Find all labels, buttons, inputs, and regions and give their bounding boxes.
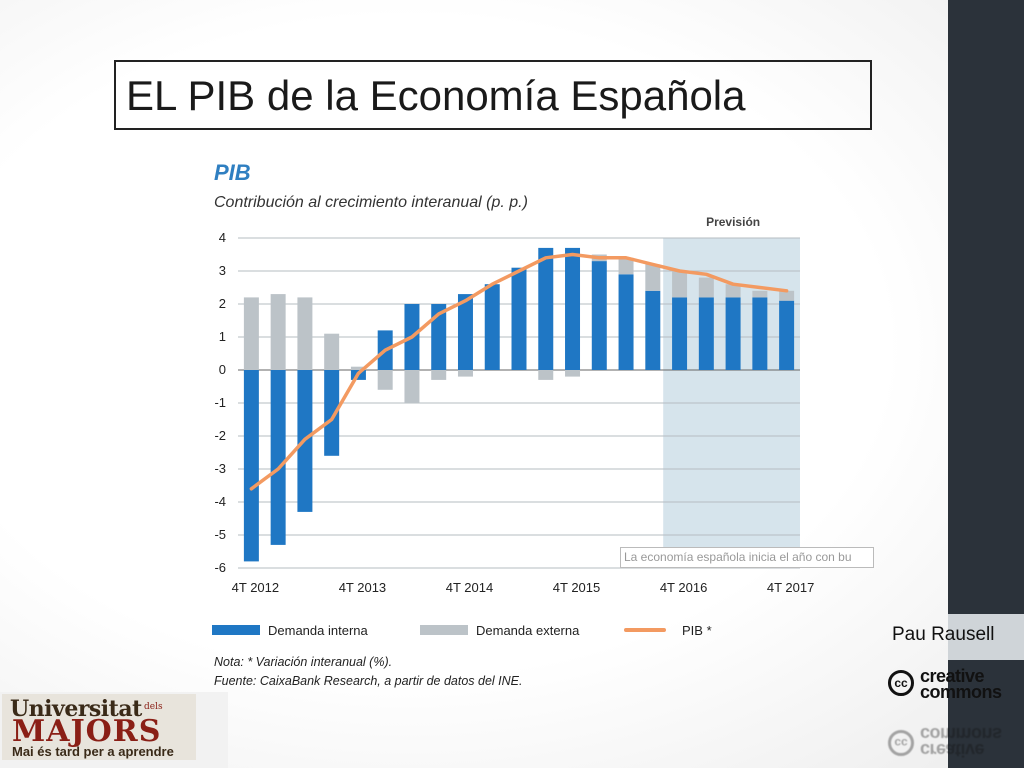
y-tick-label: -5 xyxy=(214,527,226,542)
bar-demanda-externa xyxy=(618,257,634,275)
bar-demanda-externa xyxy=(404,370,420,403)
title-frame xyxy=(114,60,872,130)
y-tick-label: 2 xyxy=(219,296,226,311)
creative-commons-logo: cc creative commons xyxy=(886,664,1024,704)
bar-demanda-interna xyxy=(324,370,340,456)
bar-demanda-externa xyxy=(672,271,688,298)
bar-demanda-externa xyxy=(324,333,340,370)
legend-label: Demanda interna xyxy=(268,623,368,638)
bar-demanda-interna xyxy=(618,274,634,370)
bar-demanda-externa xyxy=(243,297,259,370)
x-tick-label: 4T 2016 xyxy=(660,580,707,595)
cc-icon: cc xyxy=(888,670,914,696)
bar-demanda-interna xyxy=(457,294,473,370)
y-tick-label: 1 xyxy=(219,329,226,344)
universitat-majors-logo: Universitat dels MAJORS Mai és tard per … xyxy=(0,692,228,768)
cc-line1: creative xyxy=(920,666,985,686)
bar-demanda-interna xyxy=(672,297,688,370)
bar-demanda-externa xyxy=(457,370,473,377)
legend-label: Demanda externa xyxy=(476,623,580,638)
univ-line1: Universitat xyxy=(10,696,142,722)
bar-demanda-externa xyxy=(565,370,581,377)
bar-demanda-externa xyxy=(270,294,286,370)
univ-dels: dels xyxy=(144,702,163,712)
y-tick-label: -1 xyxy=(214,395,226,410)
hover-tooltip: La economía española inicia el año con b… xyxy=(620,547,874,568)
bar-demanda-interna xyxy=(484,284,500,370)
creative-commons-logo-reflection: cc creative commons xyxy=(886,722,1024,762)
bar-demanda-interna xyxy=(779,300,795,370)
bar-demanda-externa xyxy=(725,284,741,298)
line-pib xyxy=(249,252,789,491)
y-tick-label: 3 xyxy=(219,263,226,278)
bar-demanda-externa xyxy=(350,366,366,370)
bar-demanda-interna xyxy=(591,261,607,370)
bar-demanda-interna xyxy=(752,297,768,370)
chart-figure: Previsión 4 3 2 1 0 -1 -2 -3 -4 -5 -6 4T 2012 4T 2013… xyxy=(200,150,880,700)
legend-label: PIB * xyxy=(682,623,712,638)
univ-line2: MAJORS xyxy=(12,714,162,749)
bar-demanda-externa xyxy=(297,297,313,370)
cc-line2: commons xyxy=(920,682,1002,702)
cc-reflect-icon: cc xyxy=(888,730,914,756)
chart-title: PIB xyxy=(214,160,251,185)
bar-demanda-interna xyxy=(511,267,527,370)
x-tick-label: 4T 2014 xyxy=(446,580,493,595)
y-tick-label: -4 xyxy=(214,494,226,509)
y-tick-label: -2 xyxy=(214,428,226,443)
x-tick-label: 4T 2015 xyxy=(553,580,600,595)
bar-demanda-interna xyxy=(645,290,661,370)
sidebar-light-band xyxy=(948,614,1024,660)
x-tick-label: 4T 2017 xyxy=(767,580,814,595)
forecast-label: Previsión xyxy=(706,215,760,229)
author-name: Pau Rausell xyxy=(892,624,995,645)
y-tick-label: -3 xyxy=(214,461,226,476)
univ-logo-panel: Universitat dels MAJORS Mai és tard per … xyxy=(2,694,196,760)
x-tick-label: 4T 2012 xyxy=(232,580,279,595)
bar-demanda-interna xyxy=(725,297,741,370)
chart-plot: Previsión 4 3 2 1 0 -1 -2 -3 -4 -5 -6 4T 2012 4T 2013… xyxy=(212,215,814,638)
chart-source: Fuente: CaixaBank Research, a partir de … xyxy=(214,674,523,688)
bar-demanda-interna xyxy=(431,304,447,370)
bar-demanda-interna xyxy=(538,247,554,370)
y-tick-label: 0 xyxy=(219,362,226,377)
cc-reflect-line2: commons xyxy=(920,724,1002,744)
bar-demanda-externa xyxy=(752,290,768,298)
y-tick-label: -6 xyxy=(214,560,226,575)
bar-demanda-externa xyxy=(779,290,795,301)
univ-line3: Mai és tard per a aprendre xyxy=(12,744,174,759)
bar-demanda-interna xyxy=(270,370,286,545)
legend-swatch xyxy=(420,625,468,635)
bar-demanda-externa xyxy=(645,264,661,291)
bar-demanda-interna xyxy=(243,370,259,562)
slide-title: EL PIB de la Economía Española xyxy=(126,72,746,119)
legend-swatch xyxy=(212,625,260,635)
bar-demanda-externa xyxy=(698,277,714,298)
bar-demanda-interna xyxy=(565,247,581,370)
chart-note: Nota: * Variación interanual (%). xyxy=(214,655,393,669)
bar-demanda-externa xyxy=(538,370,554,380)
y-tick-label: 4 xyxy=(219,230,226,245)
bar-demanda-externa xyxy=(377,370,393,390)
bar-demanda-interna xyxy=(698,297,714,370)
chart-subtitle: Contribución al crecimiento interanual (… xyxy=(214,194,528,211)
x-tick-label: 4T 2013 xyxy=(339,580,386,595)
bar-demanda-externa xyxy=(431,370,447,380)
